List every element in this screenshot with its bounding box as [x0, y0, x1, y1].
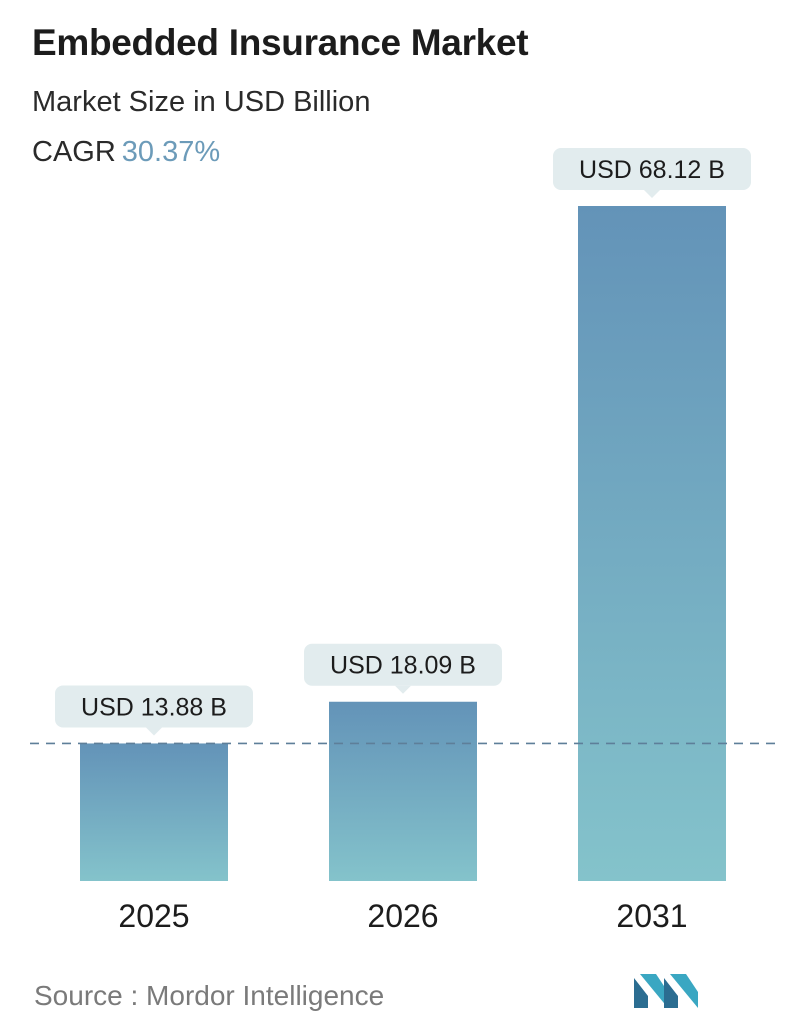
data-label-box [553, 148, 751, 190]
data-label-text: USD 18.09 B [330, 652, 476, 680]
data-label-text: USD 68.12 B [579, 156, 725, 184]
x-tick-labels-layer: 2025 2026 2031 [118, 898, 687, 934]
data-label-2025: USD 13.88 B [55, 685, 253, 736]
cagr-label: CAGR [32, 136, 116, 168]
cagr-line: CAGR 30.37% [32, 136, 220, 169]
chart-subtitle: Market Size in USD Billion [32, 86, 371, 118]
bars-layer [80, 206, 726, 881]
mordor-intelligence-logo-icon [634, 974, 698, 1008]
bar-2031 [578, 206, 726, 881]
data-label-box [55, 685, 253, 728]
data-label-pointer [146, 727, 162, 736]
data-label-text: USD 13.88 B [81, 693, 227, 721]
bar-2026 [329, 701, 477, 881]
x-tick-label-2026: 2026 [367, 898, 438, 934]
x-tick-label-2025: 2025 [118, 898, 189, 934]
chart-title: Embedded Insurance Market [32, 22, 529, 63]
cagr-value: 30.37% [121, 136, 221, 168]
data-label-2026: USD 18.09 B [304, 643, 502, 694]
data-label-pointer [644, 190, 660, 198]
data-label-pointer [395, 685, 411, 694]
source-text: Source : Mordor Intelligence [34, 980, 385, 1011]
data-label-box [304, 643, 502, 686]
data-label-2031: USD 68.12 B [553, 148, 751, 198]
x-tick-label-2031: 2031 [616, 898, 687, 934]
bar-2025 [80, 743, 228, 881]
data-labels-layer: USD 13.88 B USD 18.09 B USD 68.12 B [55, 148, 751, 736]
